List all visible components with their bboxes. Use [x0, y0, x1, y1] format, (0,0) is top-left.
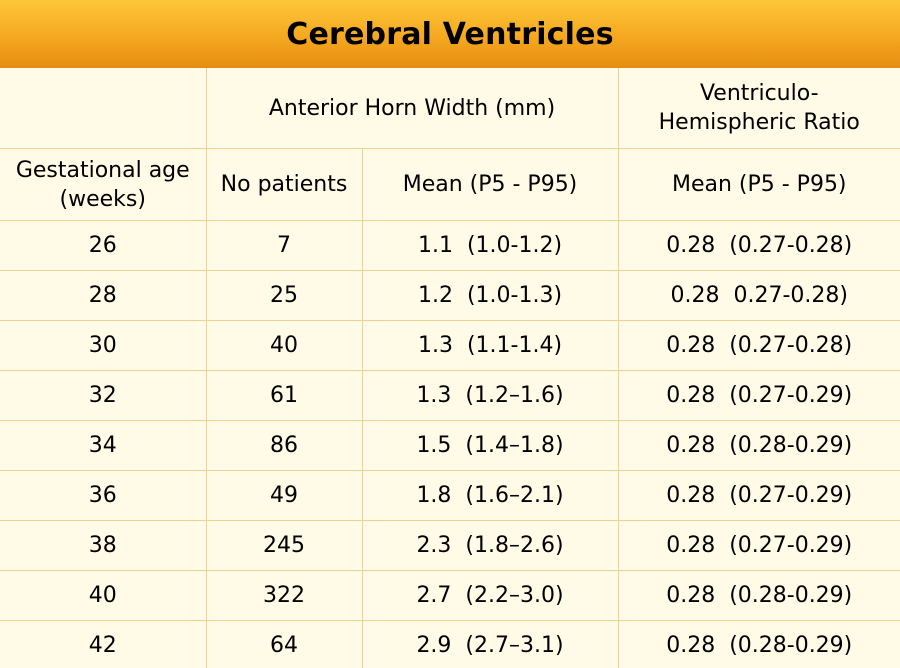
table-row: 38 245 2.3 (1.8–2.6) 0.28 (0.27-0.29) — [0, 520, 900, 571]
cell-no-patients: 245 — [205, 520, 363, 571]
table-row: 36 49 1.8 (1.6–2.1) 0.28 (0.27-0.29) — [0, 470, 900, 521]
header-group-empty — [0, 68, 207, 149]
cell-vhr-mean: 0.28 0.27-0.28) — [617, 270, 900, 321]
cell-no-patients: 61 — [205, 370, 363, 421]
cell-ahw-mean: 2.9 (2.7–3.1) — [361, 620, 619, 668]
cell-ahw-mean: 2.3 (1.8–2.6) — [361, 520, 619, 571]
cell-gestational-age: 36 — [0, 470, 207, 521]
table-row: 34 86 1.5 (1.4–1.8) 0.28 (0.28-0.29) — [0, 420, 900, 471]
cell-gestational-age: 26 — [0, 220, 207, 271]
table-body: Anterior Horn Width (mm) Ventriculo- Hem… — [0, 68, 900, 668]
cell-gestational-age: 38 — [0, 520, 207, 571]
column-header-ahw-mean: Mean (P5 - P95) — [361, 148, 619, 221]
cell-vhr-mean: 0.28 (0.27-0.29) — [617, 470, 900, 521]
header-group-anterior-horn-width: Anterior Horn Width (mm) — [205, 68, 619, 149]
cell-no-patients: 322 — [205, 570, 363, 621]
cell-gestational-age: 28 — [0, 270, 207, 321]
cell-vhr-mean: 0.28 (0.28-0.29) — [617, 570, 900, 621]
cell-no-patients: 7 — [205, 220, 363, 271]
table-row: 30 40 1.3 (1.1-1.4) 0.28 (0.27-0.28) — [0, 320, 900, 371]
cell-gestational-age: 32 — [0, 370, 207, 421]
cell-ahw-mean: 1.3 (1.2–1.6) — [361, 370, 619, 421]
cell-vhr-mean: 0.28 (0.28-0.29) — [617, 420, 900, 471]
cell-vhr-mean: 0.28 (0.27-0.29) — [617, 520, 900, 571]
cell-ahw-mean: 1.3 (1.1-1.4) — [361, 320, 619, 371]
cell-ahw-mean: 1.1 (1.0-1.2) — [361, 220, 619, 271]
page-title: Cerebral Ventricles — [286, 16, 614, 52]
table-row: 28 25 1.2 (1.0-1.3) 0.28 0.27-0.28) — [0, 270, 900, 321]
column-header-row: Gestational age (weeks) No patients Mean… — [0, 148, 900, 221]
table-row: 32 61 1.3 (1.2–1.6) 0.28 (0.27-0.29) — [0, 370, 900, 421]
cell-gestational-age: 40 — [0, 570, 207, 621]
cell-no-patients: 25 — [205, 270, 363, 321]
table-row: 40 322 2.7 (2.2–3.0) 0.28 (0.28-0.29) — [0, 570, 900, 621]
cell-gestational-age: 42 — [0, 620, 207, 668]
cell-ahw-mean: 1.2 (1.0-1.3) — [361, 270, 619, 321]
column-header-vhr-mean: Mean (P5 - P95) — [617, 148, 900, 221]
cell-no-patients: 86 — [205, 420, 363, 471]
cell-ahw-mean: 1.8 (1.6–2.1) — [361, 470, 619, 521]
cell-no-patients: 40 — [205, 320, 363, 371]
ventricles-table: Anterior Horn Width (mm) Ventriculo- Hem… — [0, 68, 900, 668]
header-group-ventriculo-hemispheric-ratio: Ventriculo- Hemispheric Ratio — [617, 68, 900, 149]
column-header-no-patients: No patients — [205, 148, 363, 221]
header-group-row: Anterior Horn Width (mm) Ventriculo- Hem… — [0, 68, 900, 149]
cell-vhr-mean: 0.28 (0.27-0.29) — [617, 370, 900, 421]
table-row: 26 7 1.1 (1.0-1.2) 0.28 (0.27-0.28) — [0, 220, 900, 271]
cell-vhr-mean: 0.28 (0.28-0.29) — [617, 620, 900, 668]
cell-gestational-age: 34 — [0, 420, 207, 471]
cell-ahw-mean: 2.7 (2.2–3.0) — [361, 570, 619, 621]
cell-no-patients: 49 — [205, 470, 363, 521]
title-bar: Cerebral Ventricles — [0, 0, 900, 68]
cell-gestational-age: 30 — [0, 320, 207, 371]
column-header-gestational-age: Gestational age (weeks) — [0, 148, 207, 221]
cell-ahw-mean: 1.5 (1.4–1.8) — [361, 420, 619, 471]
cell-vhr-mean: 0.28 (0.27-0.28) — [617, 220, 900, 271]
cell-vhr-mean: 0.28 (0.27-0.28) — [617, 320, 900, 371]
cell-no-patients: 64 — [205, 620, 363, 668]
table-row: 42 64 2.9 (2.7–3.1) 0.28 (0.28-0.29) — [0, 620, 900, 668]
